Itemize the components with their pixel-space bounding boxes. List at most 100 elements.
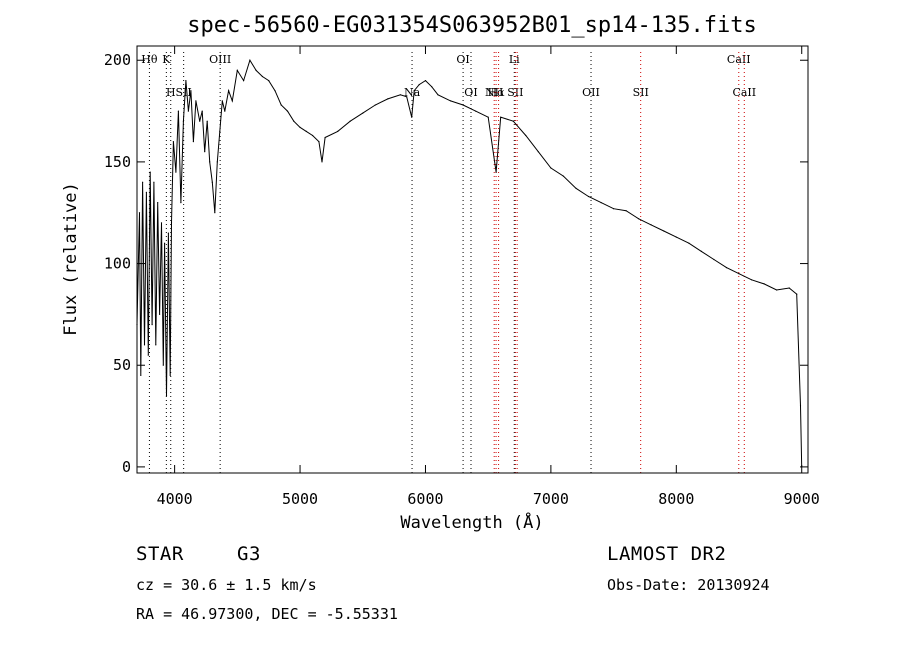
spectrum-point-15	[164, 242, 166, 244]
spectrum-point-38	[219, 130, 221, 132]
spectrum-point-39	[221, 100, 223, 102]
spectrum-line-0	[136, 58, 803, 467]
spectrum-point-43	[236, 69, 238, 71]
x-tick-label-2: 6000	[407, 490, 443, 508]
spectrum-point-98	[763, 283, 765, 285]
line-marker-label-5: Na	[404, 86, 421, 99]
spectrum-point-88	[638, 218, 640, 220]
spectrum-point-7	[149, 171, 151, 173]
spectrum-point-44	[243, 80, 245, 82]
spectrum-point-97	[751, 279, 753, 281]
y-axis-label: Flux (relative)	[61, 182, 81, 336]
spectrum-point-93	[700, 250, 703, 252]
spectrum-point-65	[406, 96, 408, 98]
y-tick-label-2: 100	[104, 255, 131, 273]
line-marker-label-4: OIII	[209, 53, 231, 66]
y-axis-ticks: 0 50 100 150 200	[104, 51, 808, 476]
spectrum-point-48	[268, 80, 270, 82]
spectrum-point-35	[211, 181, 213, 183]
spectrum-point-101	[796, 293, 798, 295]
spectrum-point-66	[411, 116, 413, 118]
spectrum-point-59	[337, 130, 339, 132]
line-marker-label-16: CaII	[727, 53, 751, 66]
line-marker-label-7: OI	[464, 86, 477, 99]
spectrum-point-64	[399, 94, 401, 96]
spectrum-point-19	[170, 222, 173, 224]
spectrum-point-3	[142, 181, 144, 183]
spectrum-point-94	[713, 258, 715, 261]
line-marker-label-15: SII	[633, 86, 649, 99]
spectrum-point-21	[175, 171, 177, 173]
spectrum-point-58	[324, 136, 326, 139]
line-marker-label-3: SII	[176, 86, 192, 99]
spectrum-point-52	[293, 120, 295, 122]
x-tick-label-3: 7000	[533, 490, 569, 508]
spectrum-point-27	[190, 90, 192, 92]
spectrum-point-8	[151, 324, 153, 326]
spectrum-point-51	[286, 110, 289, 112]
line-marker-label-12: SII	[507, 86, 523, 99]
spectrum-point-76	[495, 171, 497, 173]
spectrum-point-36	[214, 212, 216, 214]
spectrum-point-13	[160, 222, 163, 224]
line-marker-label-1: K	[162, 53, 171, 66]
spectrum-point-74	[475, 110, 477, 112]
spectrum-point-49	[274, 90, 276, 92]
spectrum-point-99	[776, 289, 778, 291]
spectrum-point-41	[228, 90, 230, 92]
line-marker-label-14: OII	[582, 86, 600, 99]
spectrum-point-82	[562, 175, 565, 177]
spectrum-point-30	[199, 120, 201, 122]
redshift-line: cz = 30.6 ± 1.5 km/s	[136, 576, 317, 594]
spectrum-point-75	[487, 116, 489, 118]
x-tick-label-5: 9000	[784, 490, 820, 508]
x-tick-label-1: 5000	[282, 490, 318, 508]
spectrum-point-17	[167, 232, 169, 234]
spectrum-point-4	[143, 344, 146, 346]
spectrum-point-22	[177, 110, 179, 112]
spectrum-point-63	[387, 98, 389, 100]
spectrum-point-33	[206, 120, 208, 122]
chart-title: spec-56560-EG031354S063952B01_sp14-135.f…	[187, 13, 757, 38]
spectrum-point-78	[512, 120, 514, 122]
spectrum-point-89	[650, 224, 652, 226]
spectrum-point-24	[182, 120, 184, 122]
x-tick-label-4: 8000	[658, 490, 694, 508]
spectrum-point-14	[162, 364, 164, 366]
spectrum-point-42	[231, 100, 233, 102]
survey-name: LAMOST DR2	[607, 543, 727, 565]
line-marker-label-6: OI	[456, 53, 469, 66]
spectrum-point-71	[437, 94, 439, 96]
spectrum-point-53	[299, 126, 301, 128]
spectrum-point-10	[155, 344, 157, 346]
line-marker-label-2: H	[166, 86, 176, 99]
spectrum-point-81	[550, 167, 552, 169]
spectrum-point-61	[362, 112, 364, 114]
spectrum-series-group	[136, 58, 803, 468]
spectrum-point-83	[575, 187, 577, 189]
spectrum-point-96	[738, 273, 740, 275]
plot-frame	[136, 45, 809, 474]
subclass: G3	[237, 543, 261, 565]
spectrum-point-20	[172, 141, 174, 143]
y-tick-label-0: 0	[122, 458, 131, 476]
line-marker-label-0: Hθ	[141, 53, 158, 66]
spectrum-point-54	[305, 130, 307, 132]
spectrum-point-86	[613, 208, 615, 210]
spectrum-point-70	[431, 86, 433, 88]
y-tick-label-4: 200	[104, 51, 131, 69]
spectrum-point-23	[180, 202, 182, 204]
spectrum-point-67	[413, 90, 415, 92]
spectrum-point-9	[153, 181, 155, 183]
spectrum-point-87	[625, 210, 627, 212]
spectrum-point-2	[140, 374, 142, 376]
spectrum-point-102	[799, 405, 802, 407]
line-marker-label-17: CaII	[732, 86, 756, 99]
spectrum-point-18	[169, 374, 171, 376]
spectrum-point-91	[675, 236, 677, 238]
coords-line: RA = 46.97300, DEC = -5.55331	[136, 605, 398, 623]
x-tick-label-0: 4000	[157, 490, 193, 508]
line-marker-label-9: Hα	[488, 86, 506, 99]
spectrum-point-77	[500, 116, 502, 118]
